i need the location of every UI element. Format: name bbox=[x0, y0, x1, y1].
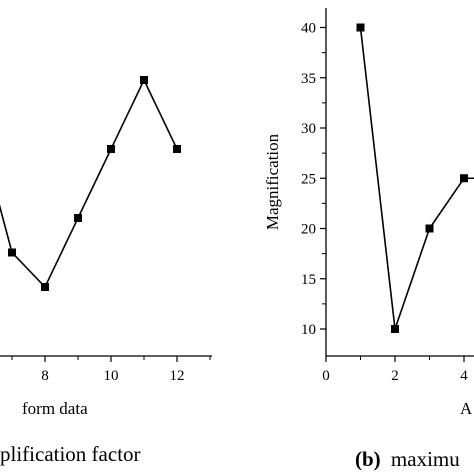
right-y-tick-label: 25 bbox=[301, 171, 316, 187]
left-x-tick-label: 8 bbox=[41, 368, 49, 384]
right-y-tick-label: 20 bbox=[301, 222, 316, 238]
right-caption-label: (b) bbox=[355, 447, 381, 471]
right-x-tick-label: 4 bbox=[460, 368, 468, 384]
right-x-tick-label: 2 bbox=[391, 368, 399, 384]
right-data-point bbox=[425, 224, 434, 233]
right-caption-text: maximu bbox=[391, 447, 460, 471]
right-y-tick-label: 15 bbox=[301, 272, 316, 288]
left-x-tick-label: 10 bbox=[104, 368, 119, 384]
right-data-point bbox=[391, 325, 399, 333]
left-series-line bbox=[0, 78, 178, 289]
right-y-tick-label: 35 bbox=[301, 71, 316, 87]
left-data-point bbox=[8, 248, 16, 257]
right-y-tick-label: 10 bbox=[301, 322, 316, 338]
left-data-point bbox=[41, 283, 49, 291]
left-data-point bbox=[173, 145, 181, 153]
right-y-ticks: 10 15 20 25 30 35 40 bbox=[301, 21, 326, 338]
right-y-axis-title: Magnification bbox=[263, 133, 282, 230]
right-data-point bbox=[356, 23, 365, 32]
left-x-ticks: 8 10 12 bbox=[11, 356, 211, 384]
right-x-ticks: 0 2 4 bbox=[322, 356, 468, 384]
right-caption: (b) maximu bbox=[355, 447, 460, 471]
right-panel: 10 15 20 25 30 35 40 0 2 4 Magnification A (b) m… bbox=[263, 8, 474, 471]
left-data-point bbox=[140, 76, 148, 84]
right-x-tick-label: 0 bbox=[322, 368, 330, 384]
left-series bbox=[0, 76, 181, 291]
left-panel: 8 10 12 form data plification factor bbox=[0, 76, 212, 466]
left-x-axis-title: form data bbox=[22, 399, 88, 418]
left-x-tick-label: 12 bbox=[170, 368, 185, 384]
left-data-point bbox=[74, 214, 82, 222]
right-series bbox=[356, 23, 474, 333]
left-caption: plification factor bbox=[0, 442, 141, 466]
left-data-point bbox=[107, 145, 115, 153]
right-series-line bbox=[359, 27, 474, 330]
right-x-axis-title: A bbox=[460, 399, 473, 418]
right-data-point bbox=[460, 174, 468, 183]
right-y-tick-label: 30 bbox=[301, 121, 316, 137]
right-y-tick-label: 40 bbox=[301, 21, 316, 37]
